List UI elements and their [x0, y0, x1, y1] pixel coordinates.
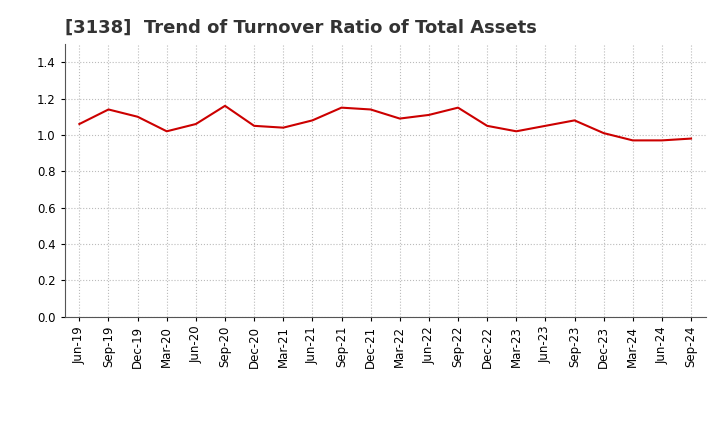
Text: [3138]  Trend of Turnover Ratio of Total Assets: [3138] Trend of Turnover Ratio of Total … — [65, 19, 536, 37]
